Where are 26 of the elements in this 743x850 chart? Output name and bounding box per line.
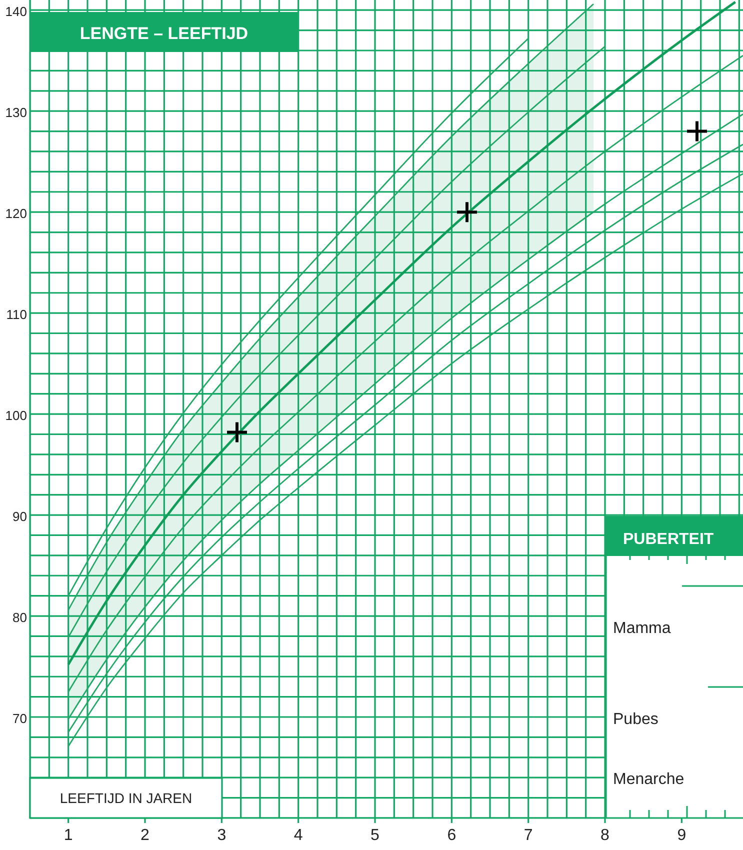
x-tick-label: 5 xyxy=(370,827,380,844)
y-tick-label: 110 xyxy=(6,307,27,322)
point xyxy=(226,420,248,444)
point xyxy=(686,120,708,143)
x-tick-label: 7 xyxy=(524,827,533,844)
annotation: Menarche xyxy=(613,771,684,788)
y-tick-label: 70 xyxy=(12,711,27,726)
annotation: Pubes xyxy=(613,711,658,728)
x-tick-label: 3 xyxy=(217,827,226,844)
x-tick-label: 6 xyxy=(447,827,456,844)
y-tick-label: 90 xyxy=(12,509,27,524)
y-tick-label: 120 xyxy=(5,206,27,222)
y-tick-label: 130 xyxy=(5,105,27,120)
x-tick-label: 4 xyxy=(294,827,303,844)
text: LENGTE – LEEFTIJD xyxy=(80,24,248,43)
y-tick-label: 80 xyxy=(12,610,27,626)
x-tick-label: 9 xyxy=(677,827,686,844)
annotation: PUBERTEIT xyxy=(623,531,714,548)
point xyxy=(456,200,478,224)
y-tick-label: 140 xyxy=(5,4,27,20)
x-axis-title: LEEFTIJD IN JAREN xyxy=(60,790,192,806)
y-tick-label: 100 xyxy=(5,408,27,424)
x-tick-label: 8 xyxy=(600,827,610,844)
x-tick-label: 1 xyxy=(64,827,73,844)
annotation: Mamma xyxy=(613,620,671,637)
x-tick-label: 2 xyxy=(140,827,150,844)
